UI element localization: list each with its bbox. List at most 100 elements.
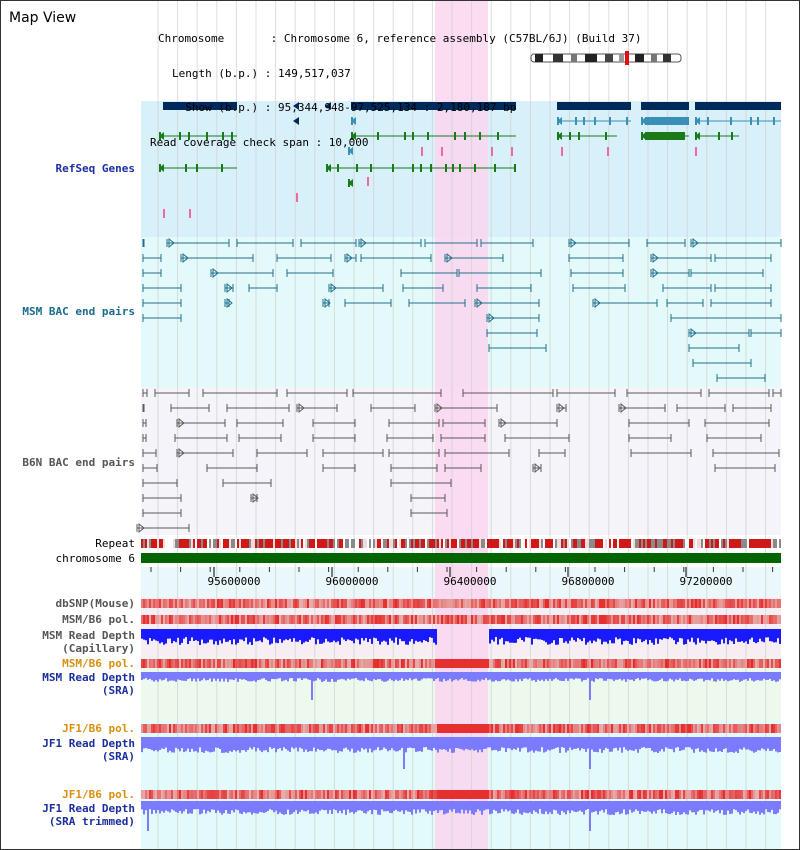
msm-depth-sra-bar (443, 672, 445, 679)
jf1-pol-strip (381, 724, 383, 733)
dbsnp-strip (321, 599, 323, 608)
jf1-depth-trimmed-bar (257, 801, 259, 814)
jf1-depth-trimmed-bar (475, 801, 477, 813)
jf1-depth-trimmed-bar (681, 801, 683, 815)
dbsnp-strip (573, 599, 575, 608)
selected-region-highlight (435, 1, 488, 849)
msm-depth-capillary-bar (621, 629, 623, 645)
repeat-mark (361, 539, 363, 548)
track-label-msm-b6-pol-sra[interactable]: MSM/B6 pol. (62, 657, 135, 670)
jf1-depth-bar (645, 737, 647, 749)
jf1-depth-trimmed-bar (419, 801, 421, 813)
msm-depth-capillary-bar (589, 629, 591, 641)
jf1-depth-trimmed-bar (331, 801, 333, 814)
msm-b6-pol-sra-strip (603, 659, 605, 668)
msm-b6-pol-strip (171, 615, 173, 624)
msm-depth-capillary-bar (503, 629, 505, 645)
track-label-refseq-genes[interactable]: RefSeq Genes (55, 162, 135, 175)
msm-b6-pol-strip (659, 615, 661, 624)
dbsnp-strip (537, 599, 539, 608)
jf1-depth-bar (557, 737, 559, 748)
dbsnp-strip (341, 599, 343, 608)
msm-depth-sra-bar (759, 672, 761, 681)
jf1-depth-trimmed-bar (453, 801, 455, 810)
jf1-pol-strip (563, 724, 565, 733)
track-label-jf1-pol[interactable]: JF1/B6 pol. (62, 722, 135, 735)
msm-b6-pol-sra-strip (673, 659, 675, 668)
msm-depth-sra-bar (505, 672, 507, 681)
msm-b6-pol-sra-strip (205, 659, 207, 668)
jf1-depth-bar (639, 737, 641, 750)
msm-b6-pol-sra-strip (631, 659, 633, 668)
jf1-pol-2-strip (639, 790, 641, 799)
msm-b6-pol-sra-strip (543, 659, 545, 668)
msm-b6-pol-sra-strip (443, 659, 445, 668)
track-label-msm-depth-capillary[interactable]: MSM Read Depth (42, 629, 135, 642)
jf1-pol-strip (705, 724, 707, 733)
dbsnp-strip (629, 599, 631, 608)
dbsnp-strip (241, 599, 243, 608)
jf1-pol-strip (439, 724, 441, 733)
dbsnp-strip (301, 599, 303, 608)
jf1-pol-strip (445, 724, 447, 733)
msm-b6-pol-sra-strip (493, 659, 495, 668)
msm-b6-pol-sra-strip (767, 659, 769, 668)
track-label-jf1-pol-2[interactable]: JF1/B6 pol. (62, 788, 135, 801)
repeat-mark (393, 539, 395, 548)
track-label-jf1-depth[interactable]: JF1 Read Depth (42, 737, 135, 750)
msm-b6-pol-sra-strip (719, 659, 721, 668)
jf1-depth-bar (405, 737, 407, 753)
msm-b6-pol-strip (377, 615, 379, 624)
jf1-pol-2-strip (151, 790, 153, 799)
dbsnp-strip (677, 599, 679, 608)
msm-b6-pol-strip (453, 615, 455, 624)
jf1-pol-strip (639, 724, 641, 733)
msm-b6-pol-sra-strip (435, 659, 437, 668)
jf1-pol-2-strip (197, 790, 199, 799)
jf1-depth-trimmed-bar (449, 801, 451, 810)
dbsnp-strip (477, 599, 479, 608)
jf1-depth-bar (253, 737, 255, 748)
msm-depth-capillary-bar (637, 629, 639, 639)
jf1-depth-trimmed-bar (163, 801, 165, 813)
refseq-exon (377, 132, 379, 140)
track-label-repeat[interactable]: Repeat (95, 537, 135, 550)
track-label-b6n-bac[interactable]: B6N BAC end pairs (22, 456, 135, 469)
jf1-depth-bar (695, 737, 697, 749)
track-label-msm-bac[interactable]: MSM BAC end pairs (22, 305, 135, 318)
msm-b6-pol-sra-strip (429, 659, 431, 668)
dbsnp-strip (601, 599, 603, 608)
msm-b6-pol-sra-strip (389, 659, 391, 668)
msm-b6-pol-sra-strip (285, 659, 287, 668)
msm-depth-sra-bar (721, 672, 723, 679)
track-label-chromosome[interactable]: chromosome 6 (55, 552, 135, 565)
msm-depth-sra-bar (539, 672, 541, 681)
msm-depth-sra-bar (155, 672, 157, 681)
track-label-dbsnp[interactable]: dbSNP(Mouse) (55, 597, 135, 610)
jf1-pol-strip (209, 724, 211, 733)
msm-b6-pol-strip (677, 615, 679, 624)
jf1-pol-strip (313, 724, 315, 733)
jf1-depth-trimmed-bar (695, 801, 697, 815)
jf1-pol-strip (743, 724, 745, 733)
jf1-pol-strip (595, 724, 597, 733)
jf1-depth-trimmed-bar (771, 801, 773, 810)
msm-depth-sra-bar (367, 672, 369, 681)
msm-b6-pol-strip (699, 615, 701, 624)
jf1-pol-2-strip (587, 790, 589, 799)
msm-depth-sra-bar (363, 672, 365, 682)
jf1-depth-trimmed-bar (597, 801, 599, 815)
jf1-pol-2-strip (203, 790, 205, 799)
jf1-depth-trimmed-bar (383, 801, 385, 812)
jf1-depth-trimmed-bar (349, 801, 351, 813)
msm-depth-sra-bar (635, 672, 637, 680)
track-label-msm-b6-pol[interactable]: MSM/B6 pol. (62, 613, 135, 626)
repeat-mark (481, 539, 483, 548)
msm-depth-sra-bar (637, 672, 639, 679)
msm-depth-capillary-bar (495, 629, 497, 638)
track-label-jf1-depth-trimmed[interactable]: JF1 Read Depth (42, 802, 135, 815)
jf1-pol-2-strip (661, 790, 663, 799)
track-label-msm-depth-sra[interactable]: MSM Read Depth (42, 671, 135, 684)
repeat-mark (751, 539, 753, 548)
msm-depth-capillary-bar (249, 629, 251, 643)
